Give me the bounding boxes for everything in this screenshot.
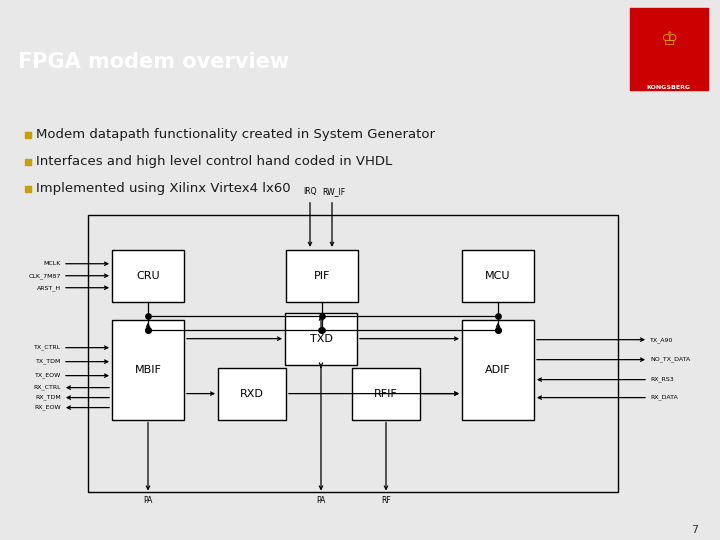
Text: FPGA modem overview: FPGA modem overview <box>18 52 289 72</box>
Point <box>316 325 328 334</box>
Point <box>143 325 154 334</box>
Text: RXD: RXD <box>240 389 264 399</box>
Text: ♔: ♔ <box>660 30 678 50</box>
Text: ADIF: ADIF <box>485 364 511 375</box>
Point <box>492 325 504 334</box>
Text: ARST_H: ARST_H <box>37 285 61 291</box>
Bar <box>352 368 420 420</box>
Text: PA: PA <box>143 496 153 505</box>
Text: TXD: TXD <box>310 334 333 343</box>
Text: IRQ: IRQ <box>303 187 317 197</box>
Text: Interfaces and high level control hand coded in VHDL: Interfaces and high level control hand c… <box>36 156 392 168</box>
Text: RX_RS3: RX_RS3 <box>650 377 674 382</box>
Point <box>22 131 34 139</box>
Text: 7: 7 <box>691 525 698 535</box>
Text: CRU: CRU <box>136 271 160 281</box>
Text: TX_CTRL: TX_CTRL <box>34 345 61 350</box>
Bar <box>218 368 286 420</box>
Text: RX_EOW: RX_EOW <box>35 405 61 410</box>
Text: RFIF: RFIF <box>374 389 398 399</box>
Text: Modem datapath functionality created in System Generator: Modem datapath functionality created in … <box>36 129 435 141</box>
Bar <box>462 320 534 420</box>
Bar <box>285 313 357 364</box>
Text: RW_IF: RW_IF <box>323 187 346 197</box>
Text: RX_TDM: RX_TDM <box>35 395 61 401</box>
Point <box>22 185 34 193</box>
Text: NO_TX_DATA: NO_TX_DATA <box>650 357 690 362</box>
Text: PA: PA <box>316 496 325 505</box>
Bar <box>112 320 184 420</box>
Text: TX_TDM: TX_TDM <box>35 359 61 364</box>
Text: RX_CTRL: RX_CTRL <box>33 385 61 390</box>
Text: MCLK: MCLK <box>44 261 61 266</box>
Text: RF: RF <box>381 496 391 505</box>
Text: TX_EOW: TX_EOW <box>35 373 61 379</box>
Text: CLK_7M87: CLK_7M87 <box>29 273 61 279</box>
Point <box>315 325 327 334</box>
Text: PIF: PIF <box>314 271 330 281</box>
Text: Implemented using Xilinx Virtex4 lx60: Implemented using Xilinx Virtex4 lx60 <box>36 183 291 195</box>
Text: MCU: MCU <box>485 271 510 281</box>
Point <box>492 325 504 334</box>
Bar <box>630 8 708 90</box>
Bar <box>462 249 534 302</box>
Point <box>22 158 34 166</box>
Point <box>143 312 154 320</box>
Text: TX_A90: TX_A90 <box>650 337 673 342</box>
Text: MBIF: MBIF <box>135 364 161 375</box>
Point <box>143 325 154 334</box>
Bar <box>88 215 618 491</box>
Text: KONGSBERG: KONGSBERG <box>647 85 691 90</box>
Text: RX_DATA: RX_DATA <box>650 395 678 401</box>
Bar <box>286 249 358 302</box>
Point <box>316 312 328 320</box>
Point <box>492 312 504 320</box>
Bar <box>112 249 184 302</box>
